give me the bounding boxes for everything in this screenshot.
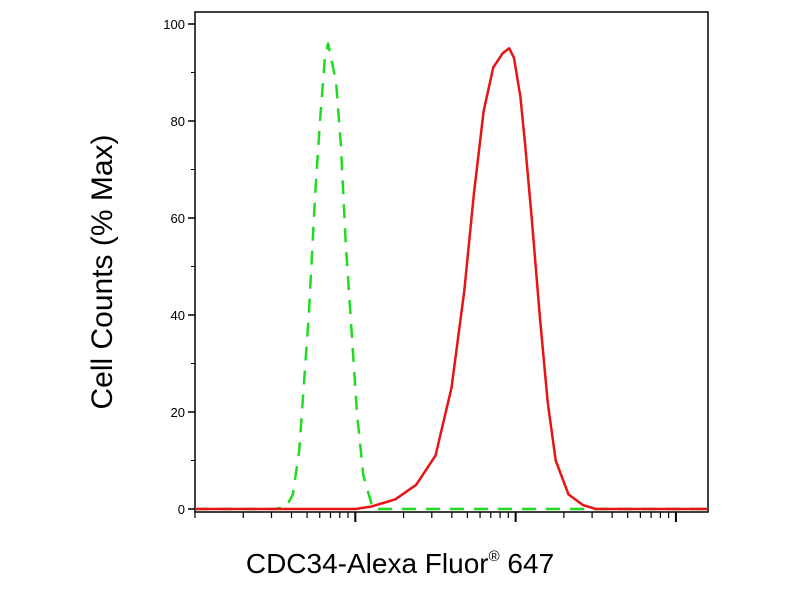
x-axis-title-text: CDC34-Alexa Fluor [245,548,489,579]
y-tick-label: 80 [171,114,185,129]
series-line-1 [195,42,708,511]
y-tick-label: 60 [171,211,185,226]
registered-mark: ® [488,548,500,565]
y-tick-label: 40 [171,308,185,323]
x-axis-title: CDC34-Alexa Fluor® 647 [0,548,800,580]
series-line-2 [195,47,708,511]
plot-frame [194,11,709,513]
y-tick-label: 100 [163,17,185,32]
y-axis-title: Cell Counts (% Max) [86,134,119,409]
y-tick-label: 0 [178,502,185,517]
x-axis-title-suffix: 647 [499,548,555,579]
y-tick-label: 20 [171,405,185,420]
